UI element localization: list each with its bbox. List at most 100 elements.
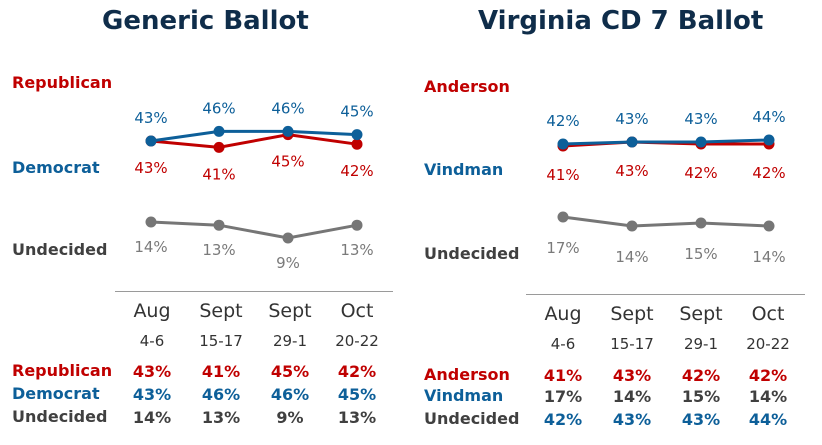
table-cell: 44% bbox=[748, 410, 788, 429]
table-header-dates: 4-6 bbox=[139, 332, 165, 350]
data-label-vindman: 43% bbox=[684, 110, 717, 128]
data-point-vindman bbox=[695, 136, 707, 148]
table-cell: 43% bbox=[612, 366, 652, 385]
data-label-undecided: 13% bbox=[340, 241, 373, 259]
table-cell: 41% bbox=[543, 366, 583, 385]
data-label-anderson: 42% bbox=[752, 164, 785, 182]
table-cell: 41% bbox=[201, 362, 241, 381]
legend-undecided: Undecided bbox=[424, 244, 520, 263]
table-row-label: Republican bbox=[12, 361, 113, 380]
table-header-month: Oct bbox=[751, 303, 785, 325]
data-label-anderson: 43% bbox=[615, 162, 648, 180]
table-cell: 42% bbox=[681, 366, 721, 385]
data-point-democrat bbox=[145, 135, 157, 147]
data-label-anderson: 41% bbox=[546, 166, 579, 184]
data-point-undecided bbox=[145, 216, 157, 228]
table-row-label: Vindman bbox=[424, 386, 504, 405]
data-point-democrat bbox=[282, 125, 294, 137]
series-line-vindman bbox=[562, 138, 770, 146]
table-cell: 46% bbox=[270, 385, 310, 404]
data-label-undecided: 14% bbox=[752, 248, 785, 266]
table-row-label: Undecided bbox=[424, 409, 520, 428]
table-header-month: Oct bbox=[340, 300, 374, 322]
table-cell: 43% bbox=[132, 362, 172, 381]
table-header-dates: 20-22 bbox=[335, 332, 379, 350]
legend-anderson: Anderson bbox=[424, 77, 510, 96]
data-point-undecided bbox=[351, 219, 363, 231]
virginia-cd7-panel: Virginia CD 7 Ballot Anderson Vindman Un… bbox=[410, 0, 822, 445]
legend-democrat: Democrat bbox=[12, 158, 100, 177]
table-cell: 9% bbox=[276, 408, 304, 427]
table-header-month: Sept bbox=[199, 300, 243, 322]
table-cell: 14% bbox=[132, 408, 172, 427]
chart-title: Virginia CD 7 Ballot bbox=[478, 6, 764, 36]
table-cell: 42% bbox=[748, 366, 788, 385]
data-label-republican: 45% bbox=[271, 153, 304, 171]
table-header-month: Aug bbox=[133, 300, 171, 322]
divider bbox=[115, 291, 393, 292]
data-label-undecided: 13% bbox=[202, 241, 235, 259]
data-point-democrat bbox=[213, 125, 225, 137]
table-cell: 42% bbox=[543, 410, 583, 429]
data-point-vindman bbox=[763, 134, 775, 146]
data-label-vindman: 43% bbox=[615, 110, 648, 128]
table-cell: 14% bbox=[612, 387, 652, 406]
table-header-dates: 15-17 bbox=[610, 335, 654, 353]
table-row-label: Anderson bbox=[424, 365, 510, 384]
data-label-republican: 41% bbox=[202, 165, 235, 183]
table-cell: 14% bbox=[748, 387, 788, 406]
divider bbox=[526, 294, 805, 295]
data-point-undecided bbox=[557, 211, 569, 223]
table-cell: 42% bbox=[337, 362, 377, 381]
line-plot: 43% 41% 45% 42% 43% 46% 46% 45% 14% 13% 9% 13% bbox=[134, 99, 373, 272]
table-row-label: Democrat bbox=[12, 384, 100, 403]
data-label-undecided: 9% bbox=[276, 254, 300, 272]
table-header-month: Sept bbox=[268, 300, 312, 322]
data-label-undecided: 14% bbox=[615, 248, 648, 266]
table-cell: 13% bbox=[337, 408, 377, 427]
table-row-label: Undecided bbox=[12, 407, 108, 426]
data-point-undecided bbox=[213, 219, 225, 231]
series-line-republican bbox=[150, 133, 358, 149]
table-header-dates: 15-17 bbox=[199, 332, 243, 350]
data-point-undecided bbox=[626, 220, 638, 232]
legend-vindman: Vindman bbox=[424, 160, 504, 179]
table-cell: 45% bbox=[337, 385, 377, 404]
table-header-dates: 29-1 bbox=[683, 335, 719, 353]
data-point-undecided bbox=[695, 217, 707, 229]
table-cell: 15% bbox=[681, 387, 721, 406]
data-point-vindman bbox=[626, 136, 638, 148]
table-cell: 43% bbox=[681, 410, 721, 429]
table-header-month: Sept bbox=[679, 303, 723, 325]
data-label-democrat: 45% bbox=[340, 103, 373, 121]
table-cell: 17% bbox=[543, 387, 583, 406]
data-label-undecided: 17% bbox=[546, 239, 579, 257]
series-line-undecided bbox=[150, 220, 358, 240]
data-point-undecided bbox=[763, 220, 775, 232]
table-cell: 46% bbox=[201, 385, 241, 404]
data-label-democrat: 46% bbox=[202, 99, 235, 117]
data-label-democrat: 43% bbox=[134, 109, 167, 127]
series-line-democrat bbox=[150, 129, 358, 143]
data-label-republican: 43% bbox=[134, 159, 167, 177]
table-header-month: Aug bbox=[544, 303, 582, 325]
data-point-republican bbox=[351, 138, 363, 150]
data-label-undecided: 14% bbox=[134, 238, 167, 256]
table-header-month: Sept bbox=[610, 303, 654, 325]
data-point-republican bbox=[213, 141, 225, 153]
legend-undecided: Undecided bbox=[12, 240, 108, 259]
data-label-undecided: 15% bbox=[684, 245, 717, 263]
table-header-dates: 20-22 bbox=[746, 335, 790, 353]
chart-title: Generic Ballot bbox=[102, 6, 309, 36]
data-label-vindman: 42% bbox=[546, 112, 579, 130]
table-cell: 13% bbox=[201, 408, 241, 427]
data-label-vindman: 44% bbox=[752, 108, 785, 126]
table-cell: 43% bbox=[612, 410, 652, 429]
data-point-undecided bbox=[282, 232, 294, 244]
generic-ballot-panel: Generic Ballot Republican Democrat Undec… bbox=[0, 0, 410, 445]
series-line-undecided bbox=[562, 215, 770, 228]
data-label-republican: 42% bbox=[340, 162, 373, 180]
legend-republican: Republican bbox=[12, 73, 113, 92]
data-label-democrat: 46% bbox=[271, 99, 304, 117]
table-cell: 45% bbox=[270, 362, 310, 381]
